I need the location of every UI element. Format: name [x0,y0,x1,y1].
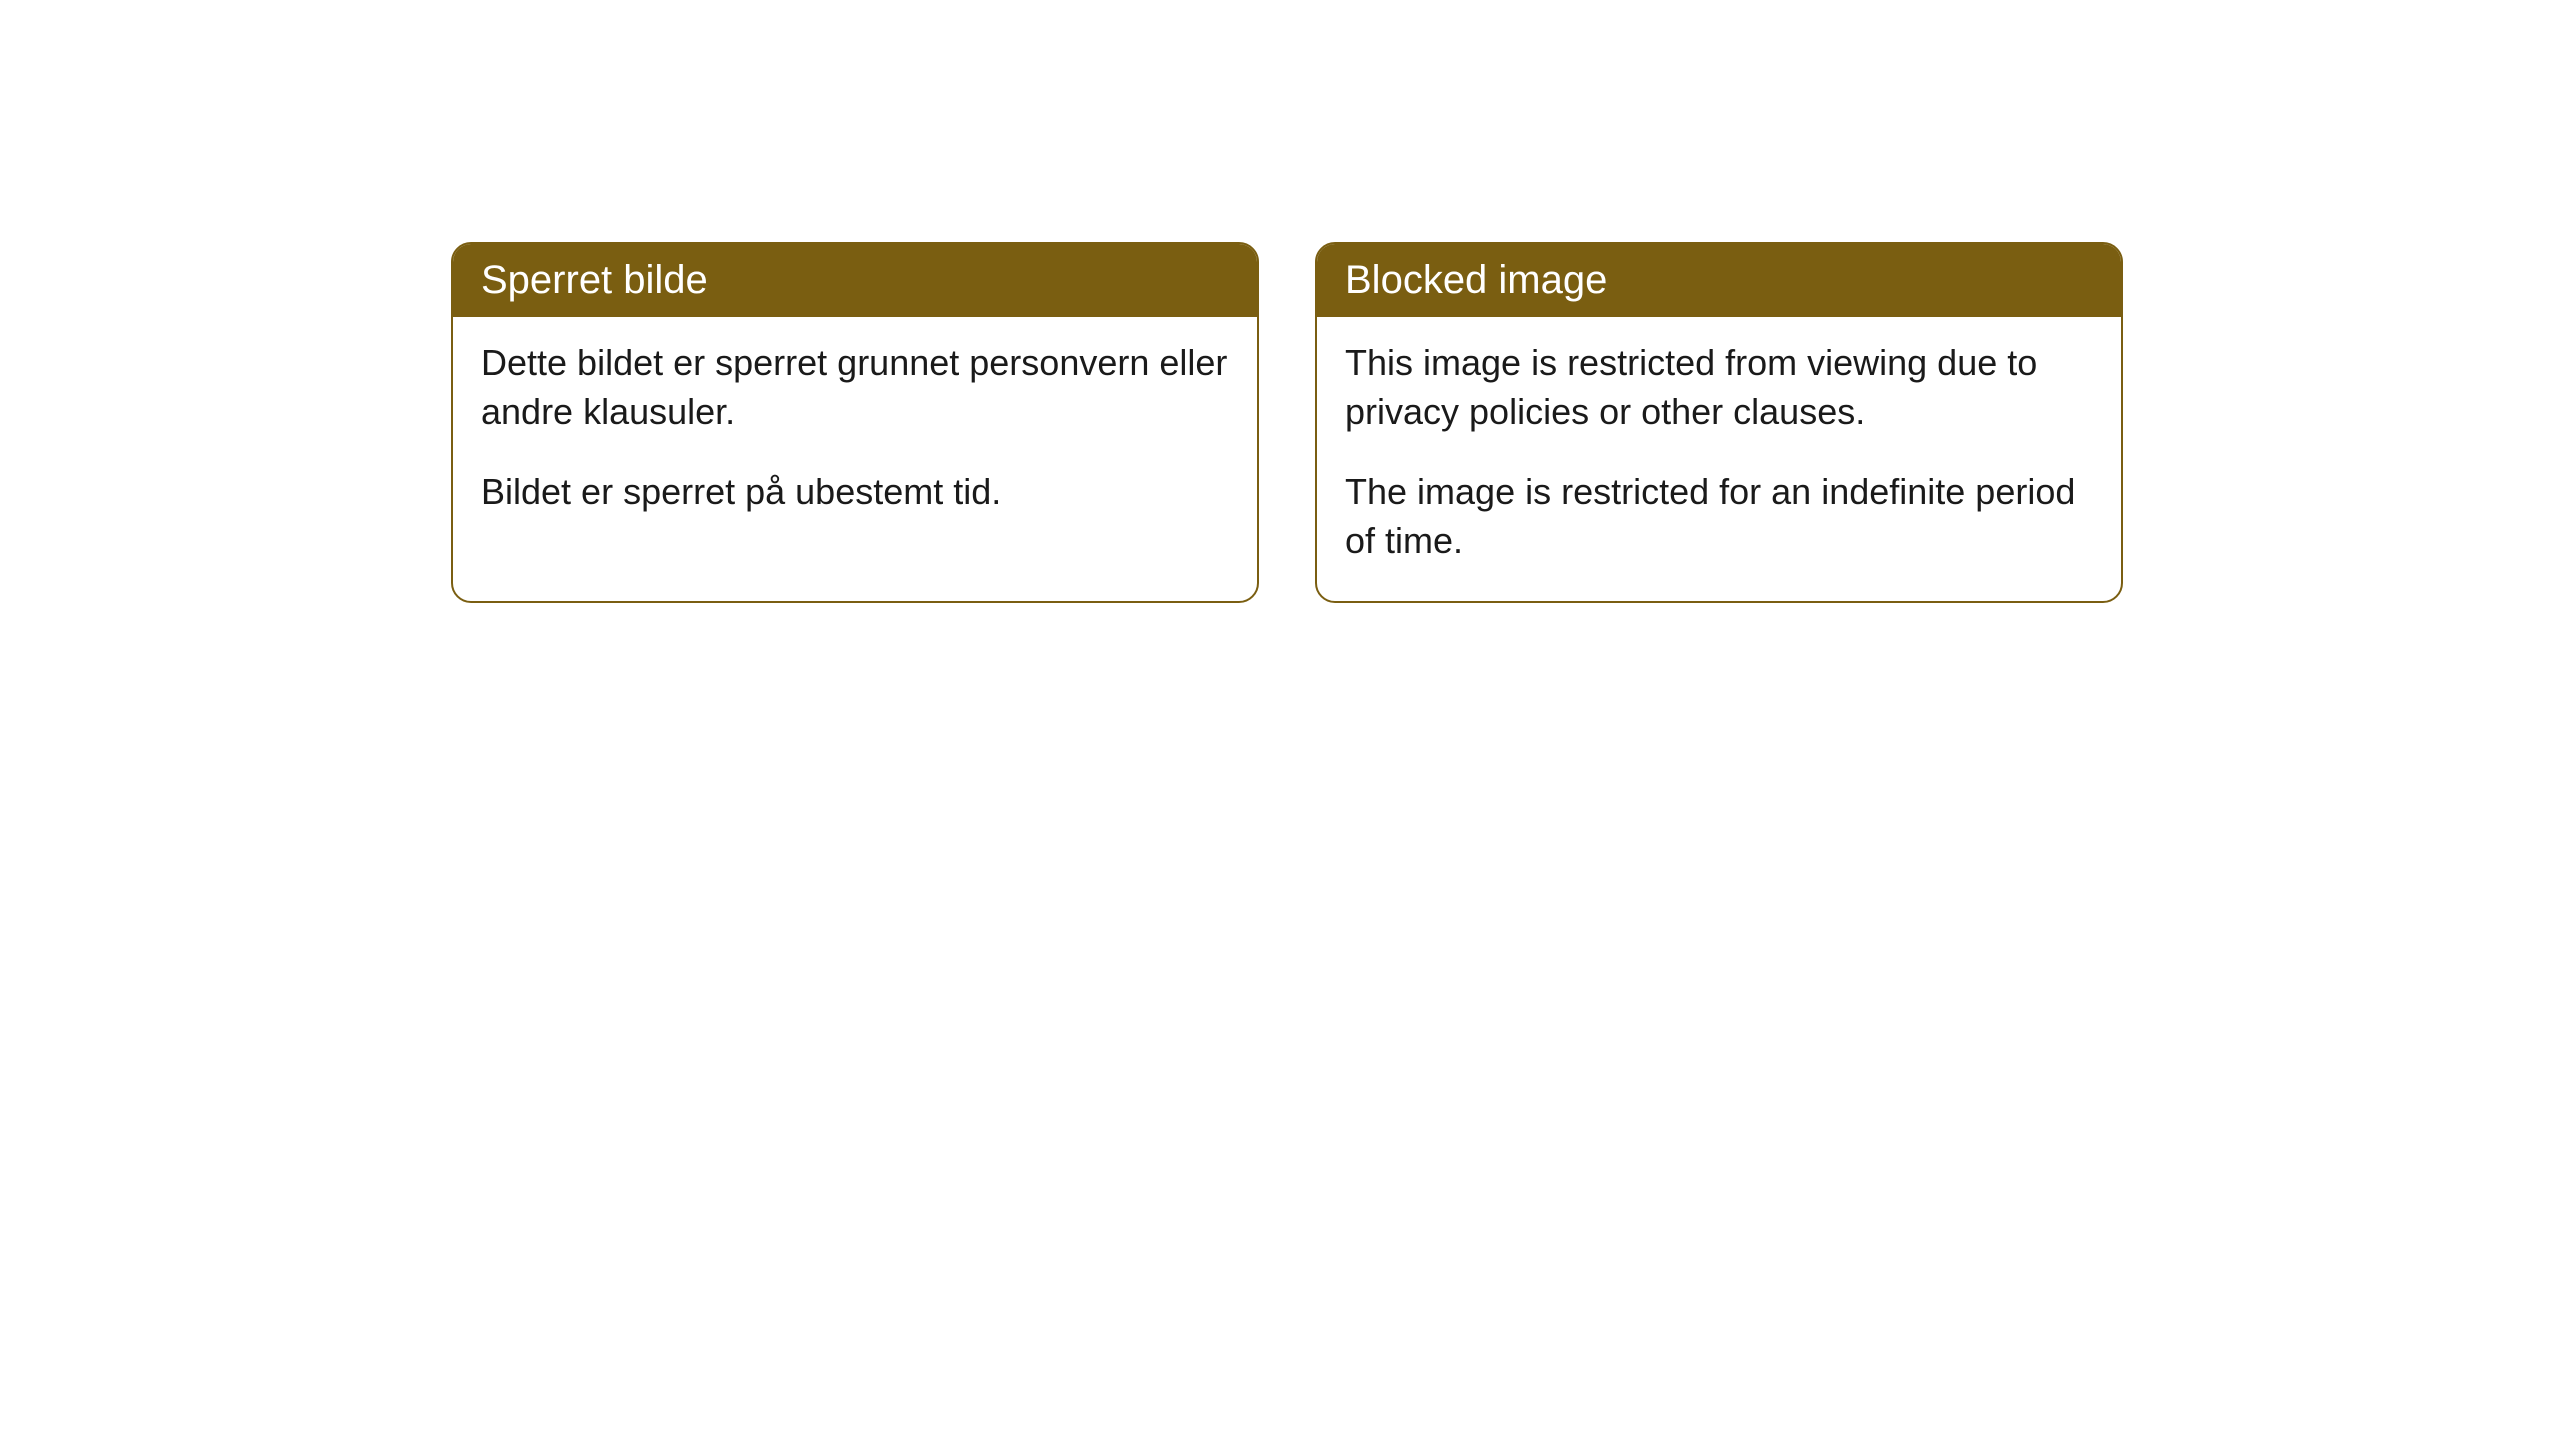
card-body: Dette bildet er sperret grunnet personve… [453,317,1257,553]
notice-card-norwegian: Sperret bilde Dette bildet er sperret gr… [451,242,1259,603]
notice-card-english: Blocked image This image is restricted f… [1315,242,2123,603]
notice-cards-row: Sperret bilde Dette bildet er sperret gr… [0,0,2560,603]
card-paragraph: The image is restricted for an indefinit… [1345,468,2093,565]
card-paragraph: Bildet er sperret på ubestemt tid. [481,468,1229,517]
card-body: This image is restricted from viewing du… [1317,317,2121,601]
card-title: Blocked image [1317,244,2121,317]
card-paragraph: This image is restricted from viewing du… [1345,339,2093,436]
card-paragraph: Dette bildet er sperret grunnet personve… [481,339,1229,436]
card-title: Sperret bilde [453,244,1257,317]
